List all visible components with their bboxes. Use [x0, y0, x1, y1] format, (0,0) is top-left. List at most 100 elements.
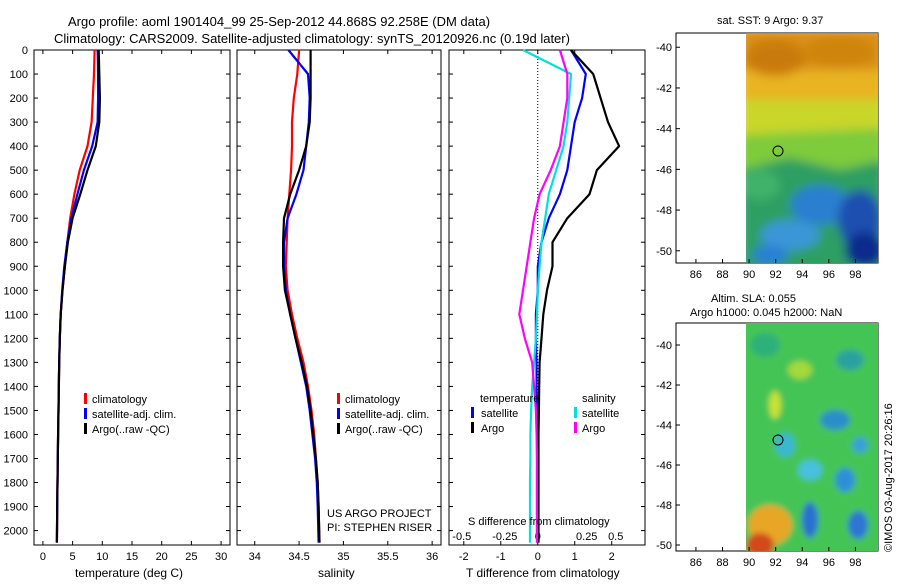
- lon-tick-label: 88: [716, 269, 728, 281]
- sla-map-title-1: Altim. SLA: 0.055: [711, 293, 796, 305]
- sst-map-axes: -40 -42 -44 -46 -48 -50 86 88 90 92 94 96 98: [656, 42, 861, 281]
- lon-tick-label: 86: [690, 557, 702, 569]
- x-tick-label: 35: [337, 551, 349, 563]
- lat-tick-label: -40: [656, 42, 672, 54]
- lat-tick-label: -48: [656, 205, 672, 217]
- depth-tick-label: 2000: [4, 526, 28, 538]
- sla-map-axes: -40 -42 -44 -46 -48 -50 86 88 90 92 94 96 98: [656, 340, 861, 569]
- lat-tick-label: -40: [656, 340, 672, 352]
- series-line-climatology: [284, 49, 321, 543]
- legend-label-climatology: climatology: [92, 394, 148, 406]
- depth-tick-label: 0: [22, 45, 28, 57]
- lon-tick-label: 92: [770, 269, 782, 281]
- legend-swatch-satellite: [84, 408, 87, 419]
- depth-tick-label: 700: [10, 213, 28, 225]
- x-tick-label: 15: [126, 551, 138, 563]
- series-line-t-satellite: [534, 49, 587, 543]
- difference-panel-frame: [448, 49, 646, 546]
- depth-tick-label: 1300: [4, 357, 28, 369]
- difference-xlabel: T difference from climatology: [466, 566, 620, 580]
- depth-tick-label: 1600: [4, 429, 28, 441]
- x-tick-label-top: 0.25: [576, 531, 597, 543]
- sla-map: -40 -42 -44 -46 -48 -50 86 88 90 92 94 96 98: [656, 322, 879, 569]
- legend-swatch-t-argo: [471, 422, 474, 433]
- lat-tick-label: -42: [656, 380, 672, 392]
- project-credit: US ARGO PROJECT: [327, 508, 432, 520]
- lat-tick-label: -46: [656, 460, 672, 472]
- temperature-panel-frame: [33, 49, 231, 546]
- legend-label-argo: Argo(..raw -QC): [92, 424, 170, 436]
- lon-tick-label: 90: [743, 557, 755, 569]
- lon-tick-label: 96: [823, 557, 835, 569]
- depth-tick-label: 1200: [4, 333, 28, 345]
- depth-tick-label: 200: [10, 93, 28, 105]
- legend-label-climatology: climatology: [345, 394, 401, 406]
- depth-tick-label: 100: [10, 69, 28, 81]
- lon-tick-label: 92: [770, 557, 782, 569]
- legend-label-t-argo: Argo: [481, 423, 504, 435]
- depth-tick-label: 400: [10, 141, 28, 153]
- x-tick-label: 0: [535, 551, 541, 563]
- x-tick-label: 36: [426, 551, 438, 563]
- lon-tick-label: 88: [716, 557, 728, 569]
- series-line-s-argo: [518, 49, 569, 543]
- difference-legend: temperature salinity satellite Argo sate…: [471, 393, 619, 435]
- x-tick-label: 20: [156, 551, 168, 563]
- pi-credit: PI: STEPHEN RISER: [327, 522, 432, 534]
- x-tick-label: 5: [70, 551, 76, 563]
- lon-tick-label: 90: [743, 269, 755, 281]
- legend-swatch-s-argo: [574, 422, 577, 433]
- depth-tick-label: 1400: [4, 381, 28, 393]
- depth-tick-label: 600: [10, 189, 28, 201]
- x-tick-label: 35.5: [377, 551, 398, 563]
- x-tick-label: -2: [459, 551, 469, 563]
- legend-label-s-argo: Argo: [582, 423, 605, 435]
- lon-tick-label: 86: [690, 269, 702, 281]
- lon-tick-label: 94: [796, 557, 808, 569]
- legend-swatch-argo: [84, 423, 87, 434]
- series-line-s-satellite: [522, 49, 573, 543]
- depth-tick-label: 300: [10, 117, 28, 129]
- depth-tick-label: 1500: [4, 405, 28, 417]
- difference-xlabel-top: S difference from climatology: [468, 516, 610, 528]
- legend-label-t-satellite: satellite: [481, 408, 518, 420]
- lat-tick-label: -50: [656, 246, 672, 258]
- series-line-t-argo: [537, 49, 621, 543]
- sst-map: -40 -42 -44 -46 -48 -50 86 88 90 92 94 96 98: [656, 32, 879, 281]
- salinity-panel-frame: [236, 49, 442, 546]
- depth-tick-label: 900: [10, 261, 28, 273]
- x-tick-label: 30: [215, 551, 227, 563]
- series-line-argo-raw-qc-: [55, 49, 102, 543]
- salinity-plot: 34 34.5 35 35.5 36: [249, 49, 438, 563]
- depth-tick-label: 1000: [4, 285, 28, 297]
- lat-tick-label: -48: [656, 500, 672, 512]
- legend-swatch-t-satellite: [471, 407, 474, 418]
- legend-label-satellite: satellite-adj. clim.: [345, 409, 429, 421]
- sla-map-title-2: Argo h1000: 0.045 h2000: NaN: [690, 307, 842, 319]
- legend-swatch-argo: [337, 423, 340, 434]
- series-line-argo-raw-qc-: [282, 50, 321, 543]
- lat-tick-label: -50: [656, 540, 672, 552]
- sst-map-title: sat. SST: 9 Argo: 9.37: [717, 15, 823, 27]
- depth-tick-label: 1800: [4, 478, 28, 490]
- depth-tick-label: 800: [10, 237, 28, 249]
- sst-float-marker: [772, 145, 784, 157]
- temperature-xlabel: temperature (deg C): [75, 566, 183, 580]
- lat-tick-label: -44: [656, 124, 672, 136]
- legend-label-satellite: satellite-adj. clim.: [92, 409, 176, 421]
- salinity-xlabel: salinity: [318, 566, 355, 580]
- legend-salinity-heading: salinity: [582, 393, 616, 405]
- temperature-legend: climatology satellite-adj. clim. Argo(..…: [84, 393, 176, 436]
- lon-tick-label: 98: [849, 269, 861, 281]
- x-tick-label: 25: [185, 551, 197, 563]
- legend-swatch-climatology: [84, 393, 87, 404]
- legend-swatch-climatology: [337, 393, 340, 404]
- x-tick-label: 2: [609, 551, 615, 563]
- legend-label-s-satellite: satellite: [582, 408, 619, 420]
- depth-tick-label: 1100: [4, 309, 28, 321]
- title-line2: Climatology: CARS2009. Satellite-adjuste…: [54, 31, 570, 46]
- imos-credit: ©IMOS 03-Aug-2017 20:26:16: [883, 403, 895, 552]
